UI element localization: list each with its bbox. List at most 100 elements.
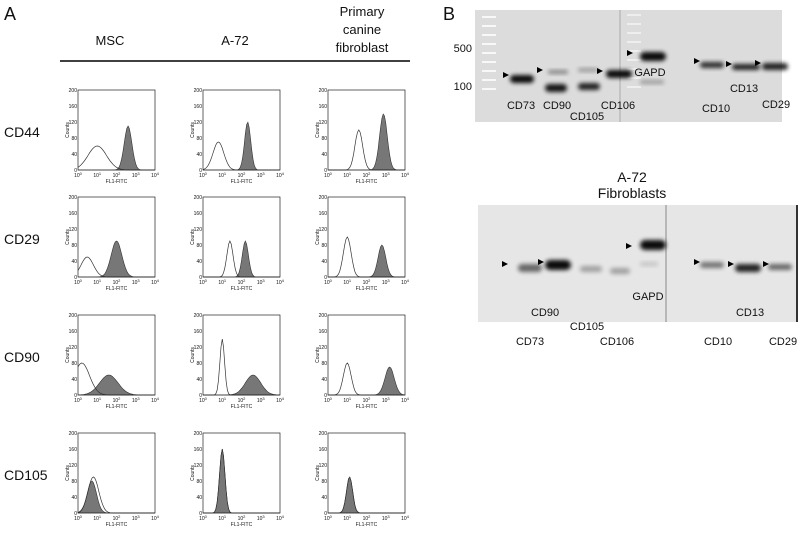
column-header: A-72 [221,33,248,48]
lane-label: CD106 [601,100,635,112]
tick-exponent: 0 [205,278,208,283]
tick-exponent: 4 [282,514,285,519]
row-label: CD29 [4,231,40,247]
tick-exponent: 3 [137,514,140,519]
tick-exponent: 3 [137,396,140,401]
y-tick-label: 160 [194,329,203,335]
tick-exponent: 3 [262,171,265,176]
y-tick-label: 0 [199,393,202,399]
y-tick-label: 40 [321,377,327,383]
tick-base: 10 [218,173,224,179]
ladder-band [482,88,496,90]
histogram-filled [203,240,280,278]
histogram-filled [328,476,405,514]
ladder-band [627,77,641,79]
y-tick-label: 120 [319,120,328,126]
y-tick-label: 120 [69,120,78,126]
tick-base: 10 [93,280,99,286]
tick-exponent: 2 [118,514,121,519]
y-tick-label: 200 [319,195,328,201]
tick-base: 10 [363,516,369,522]
y-tick-label: 0 [324,393,327,399]
lane-label: CD13 [736,307,764,319]
tick-base: 10 [93,173,99,179]
tick-base: 10 [343,280,349,286]
plot-frame [202,314,281,396]
tick-exponent: 4 [407,171,410,176]
tick-exponent: 4 [282,396,285,401]
lane-label: CD10 [704,336,732,348]
y-tick-label: 40 [196,377,202,383]
tick-base: 10 [151,516,157,522]
tick-exponent: 3 [262,278,265,283]
lane-label: CD29 [769,336,797,348]
y-tick-label: 80 [196,479,202,485]
y-tick-label: 160 [319,104,328,110]
gel-band [700,262,724,268]
ladder-band [482,79,496,81]
x-tick-label: 100 [324,514,333,522]
tick-exponent: 2 [368,396,371,401]
x-tick-label: 104 [276,514,285,522]
lane-label: GAPD [632,291,663,303]
size-marker: 500 [454,43,472,55]
y-tick-label: 80 [71,136,77,142]
y-tick-label: 40 [71,377,77,383]
y-axis-label: Counts [65,122,71,138]
plot-frame [77,89,156,171]
plot-frame [202,89,281,171]
gel-band [545,260,571,270]
tick-exponent: 1 [99,171,102,176]
gel-band [510,75,534,83]
x-axis-label: FL1-FITC [356,404,378,410]
y-tick-label: 40 [196,152,202,158]
tick-base: 10 [363,173,369,179]
gel-band [640,262,658,266]
x-tick-label: 101 [93,514,102,522]
histogram-open [328,476,405,514]
tick-exponent: 4 [407,278,410,283]
x-tick-label: 104 [401,396,410,404]
tick-exponent: 0 [205,396,208,401]
arrowhead [597,68,603,74]
tick-exponent: 4 [157,171,160,176]
ladder-band [627,23,641,25]
ladder-band [482,70,496,72]
x-tick-label: 100 [324,278,333,286]
plot-frame [202,196,281,278]
y-tick-label: 160 [319,447,328,453]
tick-base: 10 [93,516,99,522]
ladder-band [627,50,641,52]
x-tick-label: 103 [132,278,141,286]
histogram-filled [77,374,155,396]
lane-label: CD73 [516,336,544,348]
arrowhead [728,261,734,267]
tick-base: 10 [324,516,330,522]
x-tick-label: 102 [363,396,372,404]
y-tick-label: 160 [69,329,78,335]
ladder-band [627,41,641,43]
tick-base: 10 [382,173,388,179]
row-label: CD105 [4,467,48,483]
lane-label: CD13 [730,83,758,95]
tick-exponent: 1 [224,514,227,519]
y-tick-label: 0 [74,511,77,517]
x-tick-label: 104 [151,278,160,286]
x-tick-label: 104 [151,171,160,179]
x-axis-label: FL1-FITC [356,286,378,292]
x-tick-label: 101 [343,278,352,286]
plot-frame [77,314,156,396]
x-tick-label: 101 [218,171,227,179]
x-axis-label: FL1-FITC [231,404,253,410]
histogram-filled [203,448,280,514]
plot-frame [77,196,156,278]
y-tick-label: 200 [194,195,203,201]
tick-base: 10 [238,280,244,286]
tick-exponent: 3 [137,278,140,283]
tick-exponent: 1 [99,514,102,519]
ladder-band [627,14,641,16]
panel-label: B [443,4,455,24]
column-header: fibroblast [336,40,389,55]
gel-band [610,268,630,274]
tick-exponent: 1 [224,396,227,401]
